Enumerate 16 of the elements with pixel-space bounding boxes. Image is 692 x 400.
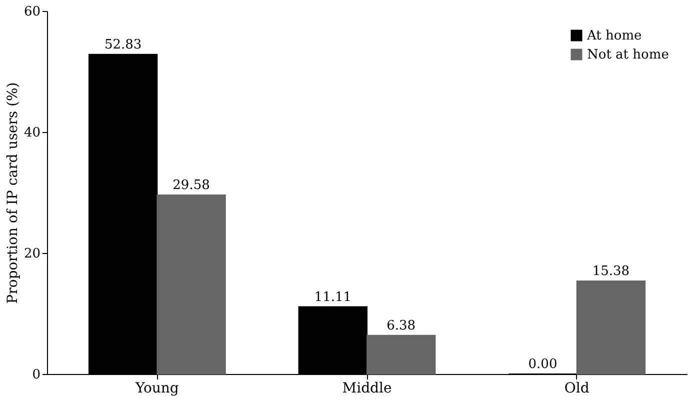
data-label: 11.11	[314, 290, 352, 305]
x-tick-label: Old	[564, 380, 590, 396]
y-tick-label: 0	[32, 368, 40, 382]
x-tick-label: Middle	[342, 380, 392, 396]
data-label: 15.38	[592, 264, 630, 279]
y-axis-title: Proportion of IP card users (%)	[4, 82, 21, 304]
data-label: 0.00	[528, 357, 558, 372]
data-label: 6.38	[386, 318, 416, 334]
legend-label: Not at home	[587, 48, 670, 62]
x-tick-label: Young	[134, 380, 179, 396]
y-tick-label: 40	[24, 126, 40, 140]
data-label: 29.58	[172, 178, 210, 194]
y-tick-label: 60	[24, 4, 40, 20]
y-tick-label: 20	[24, 246, 40, 262]
data-label: 52.83	[104, 37, 142, 52]
legend-label: At home	[586, 28, 642, 44]
